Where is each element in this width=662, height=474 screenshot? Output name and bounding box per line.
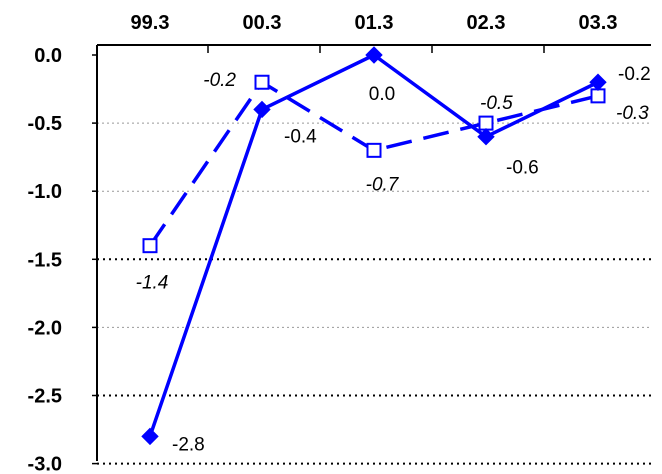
- series-0-point-1: [253, 100, 271, 119]
- series-0-point-4: [589, 73, 607, 91]
- y-tick-label-0: 0.0: [34, 45, 62, 67]
- y-tick-label-6: -3.0: [28, 454, 62, 474]
- series-1-point-4: [590, 88, 606, 104]
- y-tick-label-4: -2.0: [28, 317, 62, 339]
- series-line-0: [148, 53, 599, 437]
- series-0-label-1: -0.4: [284, 126, 317, 147]
- series-1-label-2: -0.7: [366, 174, 400, 195]
- series-0-point-3: [477, 128, 495, 146]
- x-axis-ticks: 99.3 00.3 01.3 02.3 03.3: [131, 12, 618, 53]
- series-1-point-1: [254, 74, 270, 90]
- series-0-point-0: [141, 427, 159, 446]
- series-1-point-3: [478, 115, 494, 131]
- x-tick-label-1: 00.3: [243, 12, 282, 34]
- series-1-label-0: -1.4: [136, 273, 169, 294]
- series-1-label-3: -0.5: [480, 93, 513, 114]
- series-0-label-4: -0.2: [618, 64, 651, 85]
- y-tick-label-2: -1.0: [28, 181, 62, 203]
- series-1-point-2: [366, 142, 382, 158]
- series-0-label-2: 0.0: [369, 84, 395, 105]
- y-tick-label-5: -2.5: [28, 386, 62, 408]
- x-tick-label-3: 02.3: [467, 12, 506, 34]
- series-1-point-0: [142, 238, 158, 254]
- grid-lines: [97, 122, 651, 465]
- series: [141, 46, 607, 446]
- axes: [96, 44, 651, 461]
- x-tick-label-4: 03.3: [579, 12, 618, 34]
- series-0-point-2: [365, 46, 383, 64]
- x-tick-label-0: 99.3: [131, 12, 170, 34]
- series-1-label-4: -0.3: [616, 103, 649, 124]
- y-axis-ticks: 0.0 -0.5 -1.0 -1.5 -2.0 -2.5 -3.0: [28, 45, 97, 474]
- x-tick-label-2: 01.3: [355, 12, 394, 34]
- series-0-label-3: -0.6: [506, 158, 539, 179]
- y-tick-label-3: -1.5: [28, 249, 62, 271]
- series-0-label-0: -2.8: [172, 434, 205, 455]
- series-1-label-1: -0.2: [203, 70, 236, 91]
- y-tick-label-1: -0.5: [28, 113, 62, 135]
- data-labels: -2.8 -0.4 0.0 -0.6 -0.2 -1.4 -0.2 -0.7 -0.5 -0.3: [136, 64, 651, 455]
